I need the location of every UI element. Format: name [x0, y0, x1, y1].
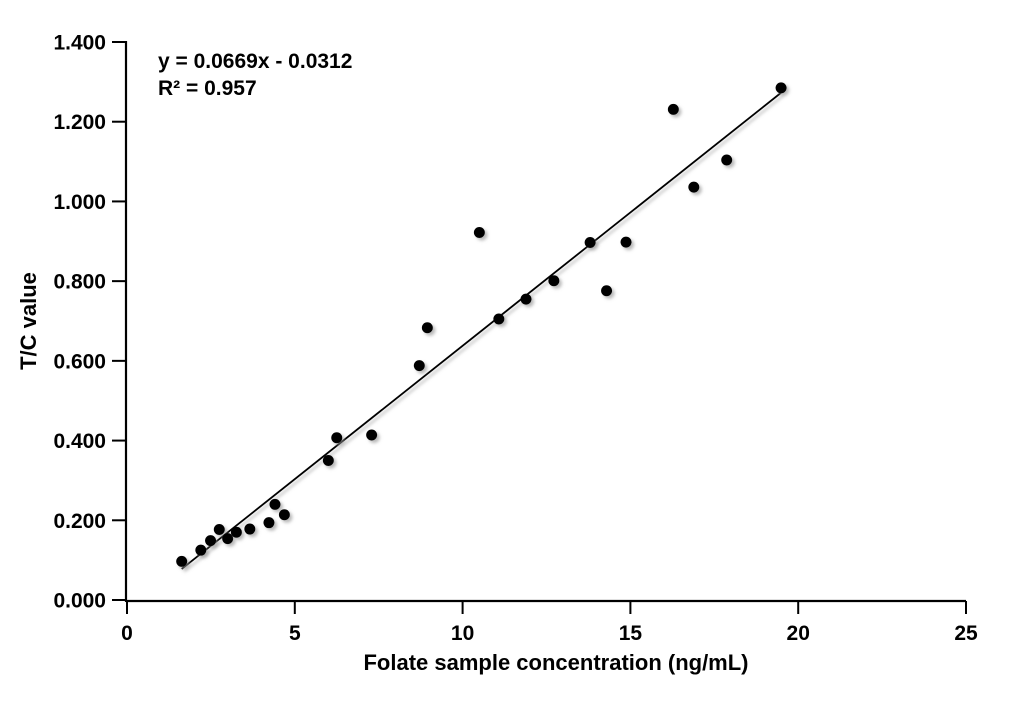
data-point: [366, 429, 378, 441]
y-tick-label: 0.400: [53, 430, 106, 453]
data-point: [493, 313, 505, 325]
plot-area: 0.000 0.200 0.400 0.600 0.800 1.000 1.200 1.400…: [53, 32, 978, 646]
data-point: [601, 285, 613, 297]
data-point: [775, 82, 787, 94]
y-tick-label: 1.400: [53, 32, 106, 55]
y-tick-label: 0.600: [53, 350, 106, 373]
data-point: [473, 227, 485, 239]
data-point: [721, 154, 733, 166]
data-point: [413, 360, 425, 372]
data-point: [213, 523, 225, 535]
y-tick-label: 0.800: [53, 271, 106, 294]
data-point: [331, 432, 343, 444]
data-point: [263, 517, 275, 529]
data-point: [176, 555, 188, 567]
data-point: [205, 535, 217, 547]
data-point: [322, 455, 334, 466]
r-squared-label: R² = 0.957: [158, 77, 257, 100]
data-point: [244, 523, 256, 535]
data-point: [421, 322, 433, 334]
data-point: [520, 293, 532, 305]
data-point: [620, 236, 632, 248]
data-point: [278, 509, 290, 521]
y-tick-label: 1.200: [53, 111, 106, 134]
data-point: [230, 526, 242, 538]
x-tick-label: 10: [451, 622, 474, 645]
data-point: [584, 236, 596, 248]
y-tick-label: 0.000: [53, 590, 106, 613]
trendline: [181, 92, 782, 570]
x-tick-label: 5: [289, 622, 301, 645]
data-point: [688, 181, 700, 193]
y-axis-title: T/C value: [16, 272, 41, 370]
data-point: [548, 275, 560, 287]
x-tick-label: 25: [954, 622, 978, 645]
data-point: [667, 103, 679, 115]
data-point: [269, 498, 281, 510]
equation-label: y = 0.0669x - 0.0312: [158, 50, 352, 73]
x-tick-label: 15: [619, 622, 643, 645]
x-axis-title: Folate sample concentration (ng/mL): [363, 650, 748, 675]
data-point: [195, 544, 207, 556]
data-point: [222, 533, 234, 545]
y-tick-label: 0.200: [53, 510, 106, 533]
x-tick-label: 20: [787, 622, 810, 645]
y-tick-label: 1.000: [53, 191, 106, 214]
x-tick-label: 0: [121, 622, 133, 645]
